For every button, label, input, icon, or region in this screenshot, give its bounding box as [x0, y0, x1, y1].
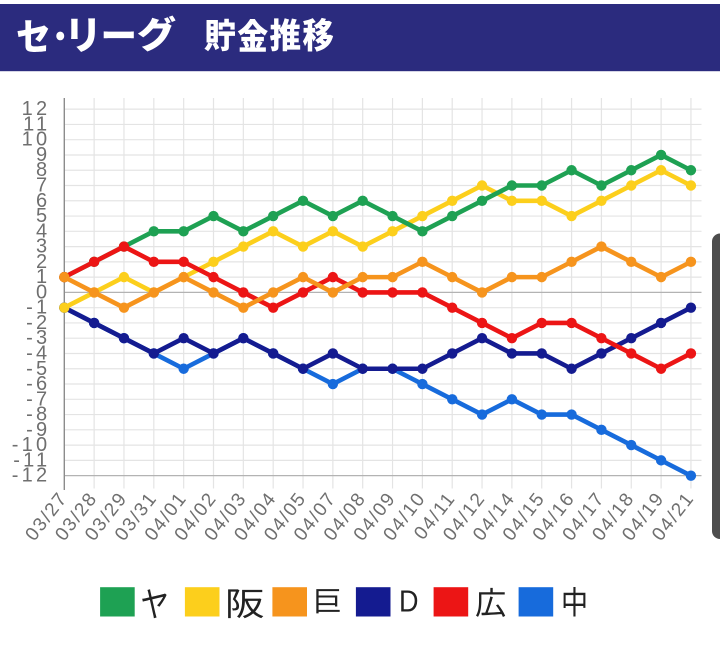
svg-text:-10: -10	[12, 434, 51, 456]
svg-text:5: 5	[36, 205, 50, 227]
svg-text:-6: -6	[26, 373, 50, 395]
svg-text:8: 8	[36, 159, 50, 181]
svg-text:-9: -9	[26, 419, 50, 441]
svg-text:9: 9	[36, 144, 50, 166]
svg-text:-11: -11	[13, 449, 50, 471]
svg-text:4: 4	[36, 220, 50, 242]
svg-text:10: 10	[22, 129, 51, 151]
svg-text:0: 0	[36, 281, 50, 303]
svg-text:1: 1	[36, 266, 50, 288]
svg-text:-3: -3	[26, 327, 50, 349]
svg-text:D: D	[399, 584, 419, 619]
svg-text:-12: -12	[12, 465, 51, 487]
svg-text:2: 2	[36, 251, 50, 273]
svg-text:-2: -2	[26, 312, 50, 334]
svg-text:11: 11	[23, 113, 50, 135]
svg-text:-5: -5	[26, 358, 50, 380]
svg-text:7: 7	[36, 175, 50, 197]
svg-text:6: 6	[36, 190, 50, 212]
svg-text:-8: -8	[26, 404, 50, 426]
svg-text:-7: -7	[26, 388, 50, 410]
svg-text:-1: -1	[26, 297, 50, 319]
svg-text:-4: -4	[26, 342, 50, 364]
svg-text:12: 12	[22, 98, 51, 120]
svg-text:3: 3	[36, 236, 50, 258]
